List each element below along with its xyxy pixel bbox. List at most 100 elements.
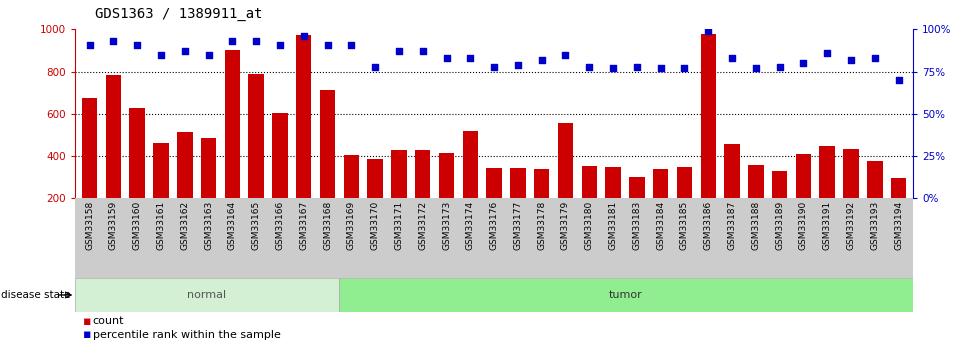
Bar — [557, 124, 573, 198]
Point — [700, 28, 716, 34]
Bar — [75, 278, 338, 312]
Point — [772, 64, 787, 69]
Text: GSM33192: GSM33192 — [846, 201, 856, 250]
Point — [629, 64, 644, 69]
Point — [129, 42, 145, 47]
Text: count: count — [93, 316, 125, 326]
Point — [344, 42, 359, 47]
Text: GSM33188: GSM33188 — [752, 201, 760, 250]
Text: GSM33184: GSM33184 — [656, 201, 666, 250]
Text: GSM33172: GSM33172 — [418, 201, 427, 250]
Point — [415, 49, 431, 54]
Point — [225, 38, 241, 44]
Bar — [772, 171, 787, 198]
Text: GSM33166: GSM33166 — [275, 201, 284, 250]
Bar — [439, 153, 454, 198]
Point — [867, 55, 883, 61]
Text: GSM33185: GSM33185 — [680, 201, 689, 250]
Bar — [653, 169, 668, 198]
Point — [296, 33, 311, 39]
Text: GSM33178: GSM33178 — [537, 201, 546, 250]
Text: GSM33180: GSM33180 — [584, 201, 594, 250]
Point — [82, 42, 98, 47]
Point — [653, 66, 668, 71]
Text: GSM33186: GSM33186 — [704, 201, 713, 250]
Bar — [248, 74, 264, 198]
Text: GSM33163: GSM33163 — [204, 201, 213, 250]
Bar — [201, 138, 216, 198]
Point — [177, 49, 192, 54]
Point — [105, 38, 121, 44]
Bar — [415, 150, 431, 198]
Bar — [320, 90, 335, 198]
Text: GSM33169: GSM33169 — [347, 201, 355, 250]
Bar — [129, 108, 145, 198]
Point — [272, 42, 288, 47]
Point — [606, 66, 621, 71]
Bar — [154, 144, 169, 198]
Bar — [391, 150, 407, 198]
Bar — [225, 50, 241, 198]
Bar — [891, 178, 906, 198]
Text: GSM33189: GSM33189 — [775, 201, 784, 250]
Point — [510, 62, 526, 68]
Bar — [724, 145, 740, 198]
Point — [534, 57, 550, 62]
Bar — [367, 159, 383, 198]
Bar — [843, 149, 859, 198]
Bar — [867, 161, 883, 198]
Bar — [486, 168, 502, 198]
Bar — [606, 167, 621, 198]
Bar — [338, 278, 913, 312]
Point — [367, 64, 383, 69]
Text: GSM33167: GSM33167 — [299, 201, 308, 250]
Point — [677, 66, 693, 71]
Text: GSM33187: GSM33187 — [727, 201, 736, 250]
Point — [843, 57, 859, 62]
Text: disease state: disease state — [1, 290, 71, 300]
Point — [248, 38, 264, 44]
Bar — [700, 33, 716, 198]
Bar — [629, 177, 644, 198]
Text: GSM33160: GSM33160 — [132, 201, 142, 250]
Point — [439, 55, 454, 61]
Text: GSM33193: GSM33193 — [870, 201, 879, 250]
Point — [201, 52, 216, 57]
Text: GSM33174: GSM33174 — [466, 201, 475, 250]
Text: percentile rank within the sample: percentile rank within the sample — [93, 330, 280, 340]
Text: GSM33161: GSM33161 — [156, 201, 165, 250]
Bar — [748, 165, 763, 198]
Text: ▪: ▪ — [83, 315, 91, 327]
Point — [487, 64, 502, 69]
Point — [154, 52, 169, 57]
Bar — [344, 155, 359, 198]
Point — [796, 60, 811, 66]
Bar — [177, 132, 192, 198]
Text: GSM33165: GSM33165 — [252, 201, 261, 250]
Text: GDS1363 / 1389911_at: GDS1363 / 1389911_at — [95, 7, 262, 21]
Text: normal: normal — [187, 290, 226, 300]
Text: GSM33177: GSM33177 — [513, 201, 523, 250]
Bar — [272, 113, 288, 198]
Point — [724, 55, 740, 61]
Bar — [677, 167, 693, 198]
Text: tumor: tumor — [609, 290, 642, 300]
Point — [557, 52, 573, 57]
Point — [748, 66, 763, 71]
Bar — [463, 131, 478, 198]
Point — [320, 42, 335, 47]
Text: GSM33159: GSM33159 — [109, 201, 118, 250]
Text: GSM33168: GSM33168 — [323, 201, 332, 250]
Bar — [534, 169, 550, 198]
Text: GSM33173: GSM33173 — [442, 201, 451, 250]
Point — [391, 49, 407, 54]
Text: GSM33181: GSM33181 — [609, 201, 617, 250]
Point — [582, 64, 597, 69]
Bar — [796, 154, 811, 198]
Text: GSM33176: GSM33176 — [490, 201, 498, 250]
Text: ▪: ▪ — [83, 328, 91, 341]
Text: GSM33158: GSM33158 — [85, 201, 94, 250]
Text: GSM33164: GSM33164 — [228, 201, 237, 250]
Text: GSM33190: GSM33190 — [799, 201, 808, 250]
Bar — [819, 146, 835, 198]
